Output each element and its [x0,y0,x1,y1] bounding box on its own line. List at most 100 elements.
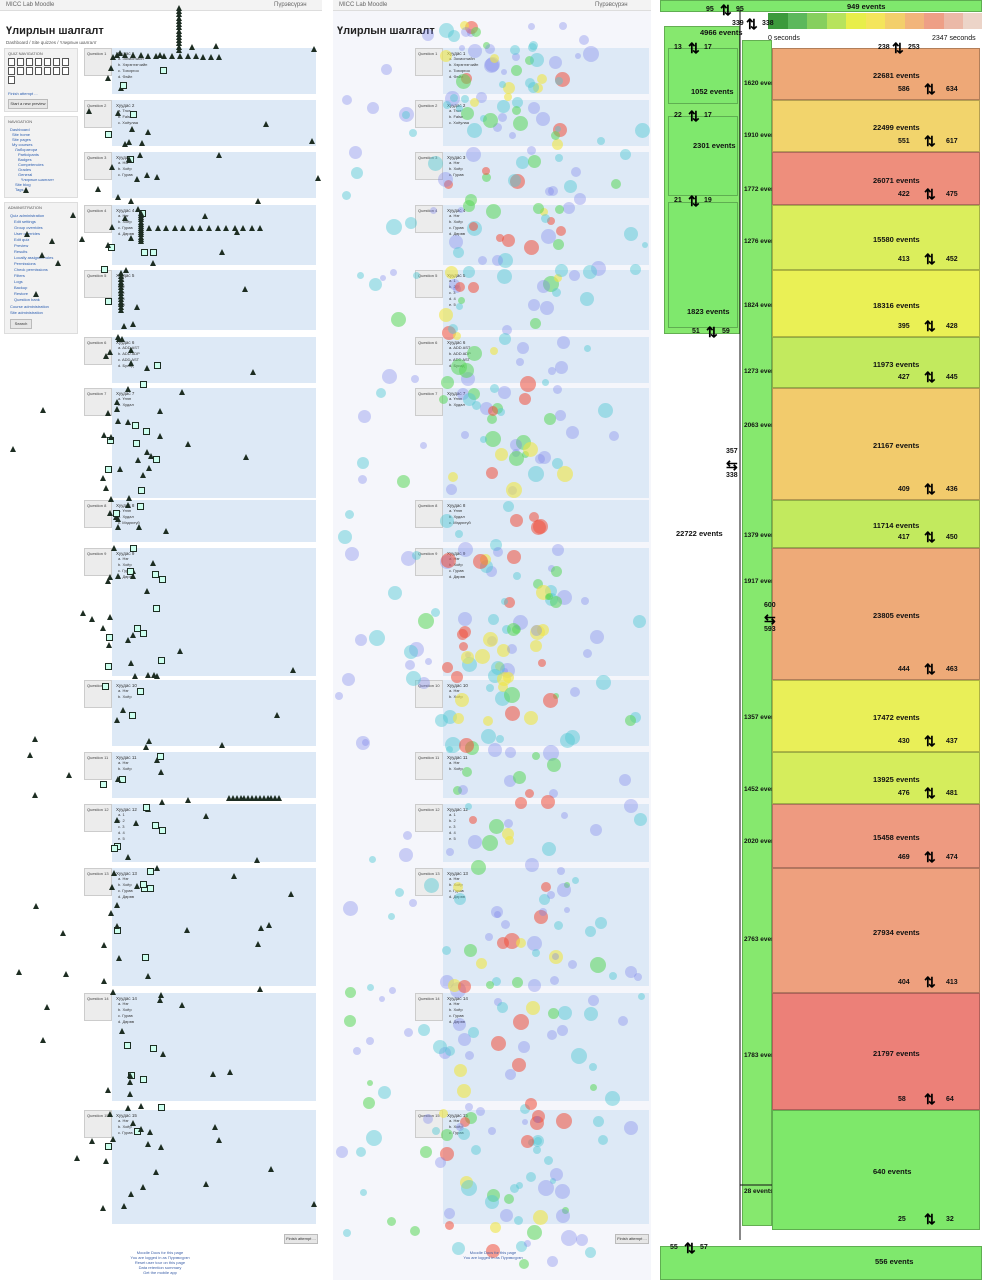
answer-option[interactable]: d. 4 [118,830,125,835]
answer-option[interactable]: d. 4 [449,830,456,835]
answer-option[interactable]: b. Хоёр [449,766,463,771]
answer-option[interactable]: c. Хоёулаа [118,120,138,125]
answer-option[interactable]: b. Хоёр [118,1124,132,1129]
answer-option[interactable]: a. Нэг [118,160,129,165]
answer-option[interactable]: d. Файл [118,74,133,79]
nav-item[interactable]: Tags [15,187,24,192]
answer-option[interactable]: c. Гурав [118,172,133,177]
answer-option[interactable]: a. ADD AST [449,345,471,350]
answer-option[interactable]: b. Худал [449,402,465,407]
answer-option[interactable]: a. True [118,108,131,113]
admin-item[interactable]: Logs [14,279,23,284]
answer-option[interactable]: b. 2 [118,818,125,823]
answer-option[interactable]: a. Үнэн [449,396,463,401]
answer-option[interactable]: b. False [449,114,464,119]
answer-option[interactable]: b. Хоёр [449,562,463,567]
answer-option[interactable]: a. Үнэн [449,508,463,513]
admin-item[interactable]: Edit settings [14,219,36,224]
answer-option[interactable]: c. Гурав [118,1130,133,1135]
footer-link[interactable]: Moodle Docs for this page [469,1250,517,1255]
answer-option[interactable]: b. Хоёр [118,1007,132,1012]
answer-option[interactable]: b. ADD ADP [449,351,471,356]
breadcrumb-item[interactable]: Dashboard [6,40,29,45]
question-nav-grid[interactable] [8,58,70,84]
nav-item[interactable]: Badges [18,157,32,162]
answer-option[interactable]: a. Нэг [118,1001,129,1006]
admin-item[interactable]: Course administration [10,304,49,309]
answer-option[interactable]: c. Гурав [449,568,464,573]
answer-option[interactable]: d. Дөрөв [449,1019,465,1024]
admin-item[interactable]: Locally assigned roles [14,255,54,260]
answer-option[interactable]: b. Хоёр [118,882,132,887]
answer-option[interactable]: a. Нэг [118,556,129,561]
answer-option[interactable]: b. Хоёр [449,219,463,224]
answer-option[interactable]: b. Хоёр [118,219,132,224]
answer-option[interactable]: a. 1 [449,812,456,817]
finish-attempt-button[interactable]: Finish attempt ... [284,1234,318,1244]
admin-item[interactable]: Edit quiz [14,237,30,242]
answer-option[interactable]: c. Хоёулаа [449,120,469,125]
answer-option[interactable]: c. Тохиргоо [449,68,470,73]
finish-attempt-button[interactable]: Finish attempt ... [615,1234,649,1244]
answer-option[interactable]: c. Гурав [118,225,133,230]
answer-option[interactable]: b. Хэрэглэгчийн [449,62,479,67]
start-new-preview-button[interactable]: Start a new preview [8,99,48,109]
answer-option[interactable]: b. Хоёр [118,766,132,771]
answer-option[interactable]: b. Худал [118,402,134,407]
answer-option[interactable]: d. Файл [449,74,464,79]
answer-option[interactable]: b. Худал [449,514,465,519]
answer-option[interactable]: c. ADD AST [118,357,140,362]
admin-item[interactable]: Check permissions [14,267,48,272]
admin-item[interactable]: Quiz administration [10,213,45,218]
answer-option[interactable]: e. 5 [449,302,456,307]
admin-item[interactable]: Permissions [14,261,36,266]
admin-item[interactable]: Site administration [10,310,43,315]
answer-option[interactable]: b. Хоёр [449,166,463,171]
answer-option[interactable]: b. Худал [118,514,134,519]
answer-option[interactable]: a. Зохиогчийн [449,56,475,61]
answer-option[interactable]: e. 5 [449,836,456,841]
answer-option[interactable]: d. Дөрөв [449,574,465,579]
answer-option[interactable]: a. 1 [449,278,456,283]
answer-option[interactable]: a. Нэг [449,688,460,693]
answer-option[interactable]: d. Дөрөв [118,574,134,579]
nav-item[interactable]: Site pages [12,137,31,142]
answer-option[interactable]: a. 1 [118,812,125,817]
answer-option[interactable]: a. Зохиогчийн [118,56,144,61]
answer-option[interactable]: b. Хоёр [118,694,132,699]
answer-option[interactable]: b. 2 [449,818,456,823]
answer-option[interactable]: b. Хэрэглэгчийн [118,62,148,67]
footer-link[interactable]: Reset user tour on this page [134,1260,186,1265]
finish-attempt-link[interactable]: Finish attempt ... [8,91,38,96]
answer-option[interactable]: a. Нэг [118,876,129,881]
nav-item[interactable]: My courses [12,142,33,147]
user-menu[interactable]: Пүрэвсүрэн [274,2,307,8]
nav-item[interactable]: Grades [18,167,32,172]
admin-item[interactable]: Restore [14,291,29,296]
answer-option[interactable]: c. Гурав [449,1130,464,1135]
footer-link[interactable]: Data retention summary [138,1265,182,1270]
answer-option[interactable]: c. 3 [449,290,456,295]
admin-item[interactable]: Preview [14,243,29,248]
search-input[interactable]: Search [10,319,32,329]
footer-link[interactable]: Get the mobile app [143,1270,177,1275]
answer-option[interactable]: a. True [449,108,462,113]
nav-item[interactable]: Dashboard [10,127,30,132]
answer-option[interactable]: d. Дөрөв [449,894,465,899]
admin-item[interactable]: Group overrides [14,225,43,230]
answer-option[interactable]: e. 5 [118,836,125,841]
answer-option[interactable]: d. Дөрөв [118,894,134,899]
answer-option[interactable]: c. Гурав [449,225,464,230]
answer-option[interactable]: d. Дөрөв [449,231,465,236]
answer-option[interactable]: d. Бусад [118,363,134,368]
answer-option[interactable]: c. Мэдэхгүй [118,520,140,525]
nav-item[interactable]: Үлирлын шалгалт [21,177,54,182]
answer-option[interactable]: b. Хоёр [118,562,132,567]
answer-option[interactable]: c. 3 [449,824,456,829]
answer-option[interactable]: a. Үнэн [118,396,132,401]
admin-item[interactable]: Results [14,249,28,254]
answer-option[interactable]: c. Мэдэхгүй [449,520,471,525]
answer-option[interactable]: c. Гурав [449,1013,464,1018]
answer-option[interactable]: a. Нэг [449,160,460,165]
answer-option[interactable]: b. ADD ADP [118,351,140,356]
